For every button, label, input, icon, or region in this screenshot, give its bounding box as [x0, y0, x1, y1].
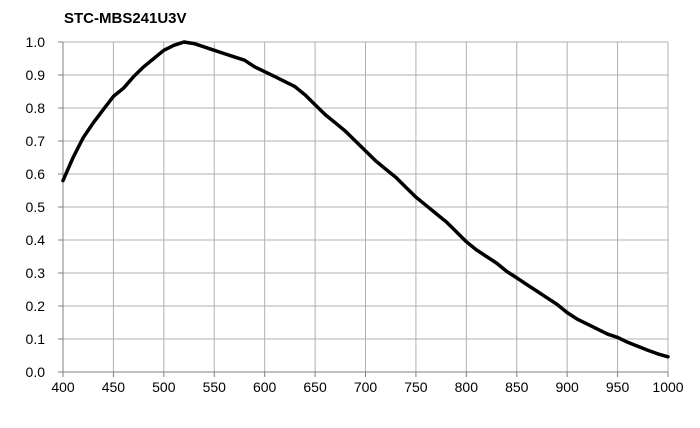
- chart-title: STC-MBS241U3V: [64, 10, 187, 27]
- x-tick-label: 900: [555, 379, 579, 395]
- x-tick-label: 850: [505, 379, 529, 395]
- x-tick-label: 650: [303, 379, 327, 395]
- y-axis-tick-labels: 0.0 0.1 0.2 0.3 0.4 0.5 0.6 0.7 0.8 0.9 1.0: [26, 34, 46, 380]
- x-tick-label: 550: [203, 379, 227, 395]
- x-tick-label: 500: [152, 379, 176, 395]
- x-tick-label: 450: [102, 379, 126, 395]
- y-tick-label: 0.3: [26, 265, 46, 281]
- horizontal-gridlines: [63, 41, 668, 373]
- x-tick-label: 600: [253, 379, 277, 395]
- x-tick-label: 1000: [652, 379, 683, 395]
- series-group: [61, 40, 670, 359]
- y-tick-label: 0.7: [26, 133, 46, 149]
- y-tick-label: 0.6: [26, 166, 46, 182]
- chart-axes: [58, 41, 669, 377]
- y-tick-label: 0.9: [26, 67, 46, 83]
- y-tick-label: 0.1: [26, 331, 46, 347]
- x-tick-label: 700: [354, 379, 378, 395]
- y-tick-label: 0.2: [26, 298, 46, 314]
- y-tick-label: 0.4: [26, 232, 46, 248]
- series-line: [61, 40, 670, 359]
- x-tick-label: 800: [455, 379, 479, 395]
- y-tick-label: 1.0: [26, 34, 46, 50]
- y-tick-label: 0.5: [26, 199, 46, 215]
- x-axis-tick-labels: 400 450 500 550 600 650 700 750 800 850 900 950 1000: [51, 379, 683, 395]
- y-tick-label: 0.0: [26, 364, 46, 380]
- x-tick-label: 750: [404, 379, 428, 395]
- x-tick-label: 950: [606, 379, 630, 395]
- x-tick-label: 400: [51, 379, 75, 395]
- y-tick-label: 0.8: [26, 100, 46, 116]
